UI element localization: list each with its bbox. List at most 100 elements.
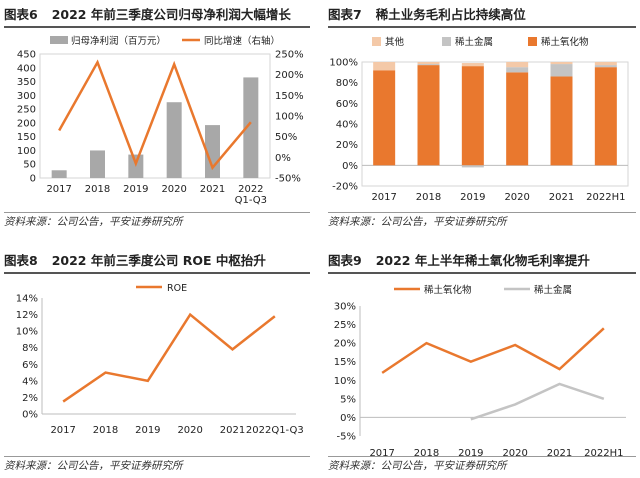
y-tick-label: 6% (22, 360, 38, 371)
y-tick-label: 0% (342, 161, 358, 172)
y-tick-label: -5% (337, 432, 356, 443)
panel-title: 图表7 稀土业务毛利占比持续高位 (328, 4, 636, 28)
x-tick-label: 2017 (369, 448, 394, 458)
y-tick-label: 8% (22, 343, 38, 354)
y-tick-label-left: 0 (30, 174, 36, 185)
bar-net-profit (243, 77, 259, 178)
bar-segment-other (417, 62, 440, 65)
figure-number: 图表7 (328, 7, 362, 22)
legend-label-metal: 稀土金属 (534, 284, 572, 296)
x-tick-label: 2018 (414, 448, 439, 458)
bar-segment-other (506, 62, 529, 68)
legend-label-oxide: 稀土氧化物 (424, 284, 472, 296)
bar-segment-metal (417, 64, 440, 66)
x-tick-label: 2021 (200, 184, 225, 195)
bar-segment-other (461, 63, 484, 67)
plot-frame (39, 53, 271, 179)
panel-title: 图表6 2022 年前三季度公司归母净利润大幅增长 (4, 4, 310, 28)
x-tick-label: 2019 (123, 184, 148, 195)
x-tick-label: 2021 (547, 448, 572, 458)
x-tick-label: 2022H1 (586, 192, 625, 203)
y-tick-label: 15% (334, 357, 356, 368)
legend-label-net-profit: 归母净利润（百万元） (71, 35, 166, 47)
y-tick-label-left: 100 (17, 146, 36, 157)
figure-number: 图表8 (4, 253, 38, 268)
line-metal-margin (470, 382, 605, 421)
y-tick-label-right: 150% (275, 91, 304, 102)
source-note: 资料来源：公司公告，平安证券研究所 (328, 212, 636, 231)
x-tick-label: 2019 (458, 448, 483, 458)
y-tick-label-right: -50% (275, 174, 301, 185)
panel-title: 图表9 2022 年上半年稀土氧化物毛利率提升 (328, 250, 636, 274)
bar-segment-other (594, 62, 617, 66)
bar-net-profit (166, 102, 182, 178)
legend-swatch-bar (50, 36, 68, 44)
bar-segment-oxide (461, 66, 484, 166)
x-tick-label: 2017 (46, 184, 71, 195)
x-tick-label: Q1-Q3 (235, 195, 267, 206)
x-tick-label: 2017 (371, 192, 396, 203)
y-tick-label: 14% (16, 294, 38, 305)
x-tick-label: 2022 (238, 184, 263, 195)
x-tick-label: 2022Q1-Q3 (246, 425, 304, 436)
y-tick-label: 10% (334, 376, 356, 387)
panel-fig9: 图表9 2022 年上半年稀土氧化物毛利率提升 -5% 0% 5% 10% 15% 20% 2… (328, 250, 636, 476)
y-tick-label-left: 350 (17, 77, 36, 88)
chart-gross-margin: -5% 0% 5% 10% 15% 20% 25% 30% 2017 2018 2019 2020 20… (334, 284, 626, 458)
y-tick-label: 2% (22, 393, 38, 404)
bar-segment-metal (461, 165, 484, 168)
y-tick-label: 100% (329, 58, 358, 69)
y-tick-label: 20% (334, 339, 356, 350)
legend-label-roe: ROE (167, 283, 187, 294)
bar-net-profit (51, 170, 67, 178)
y-tick-label: 80% (336, 78, 358, 89)
y-tick-label: 12% (16, 310, 38, 321)
line-roe (62, 312, 276, 403)
legend-label-oxide: 稀土氧化物 (541, 36, 589, 48)
x-tick-label: 2018 (85, 184, 110, 195)
y-tick-label-right: 0% (275, 153, 291, 164)
y-tick-label-left: 450 (17, 50, 36, 61)
y-tick-label: 20% (336, 140, 358, 151)
legend-swatch-other (372, 37, 381, 46)
bar-segment-other (373, 62, 396, 71)
bar-segment-oxide (417, 65, 440, 166)
x-tick-label: 2021 (549, 192, 574, 203)
bar-segment-metal (594, 65, 617, 68)
legend-label-other: 其他 (385, 36, 405, 48)
bar-segment-oxide (373, 70, 396, 166)
x-tick-label: 2017 (50, 425, 75, 436)
y-tick-label: 4% (22, 376, 38, 387)
source-note: 资料来源：公司公告，平安证券研究所 (4, 456, 310, 475)
y-tick-label-left: 50 (23, 160, 36, 171)
figure-title: 稀土业务毛利占比持续高位 (375, 7, 526, 22)
chart-gross-profit-share: -20% 0% 20% 40% 60% 80% 100% 2017 2018 2019 2020 20… (329, 36, 629, 203)
y-tick-label: 40% (336, 120, 358, 131)
x-tick-label: 2018 (416, 192, 441, 203)
y-tick-label: 30% (334, 302, 356, 313)
bar-segment-metal (506, 67, 529, 73)
bar-segment-metal (550, 64, 573, 77)
legend-label-metal: 稀土金属 (455, 36, 493, 48)
line-oxide-margin (381, 327, 605, 374)
x-tick-label: 2020 (177, 425, 202, 436)
y-tick-label-left: 300 (17, 91, 36, 102)
figure-title: 2022 年上半年稀土氧化物毛利率提升 (375, 253, 590, 268)
y-tick-label-right: 200% (275, 70, 304, 81)
x-tick-label: 2022H1 (584, 448, 623, 458)
legend-swatch-oxide (528, 37, 537, 46)
panel-title: 图表8 2022 年前三季度公司 ROE 中枢抬升 (4, 250, 310, 274)
x-tick-label: 2020 (502, 448, 527, 458)
y-tick-label: 25% (334, 320, 356, 331)
figure-number: 图表6 (4, 7, 38, 22)
y-tick-label-left: 200 (17, 118, 36, 129)
figure-number: 图表9 (328, 253, 362, 268)
y-tick-label: 5% (340, 394, 356, 405)
y-tick-label-left: 400 (17, 63, 36, 74)
y-tick-label: 60% (336, 99, 358, 110)
bar-segment-oxide (506, 72, 529, 166)
panel-fig7: 图表7 稀土业务毛利占比持续高位 -20% 0% 20% 40% 60% 80% 100% 20… (328, 4, 636, 230)
y-tick-label-right: 50% (275, 132, 297, 143)
source-note: 资料来源：公司公告，平安证券研究所 (4, 212, 310, 231)
bar-segment-other (550, 62, 573, 65)
